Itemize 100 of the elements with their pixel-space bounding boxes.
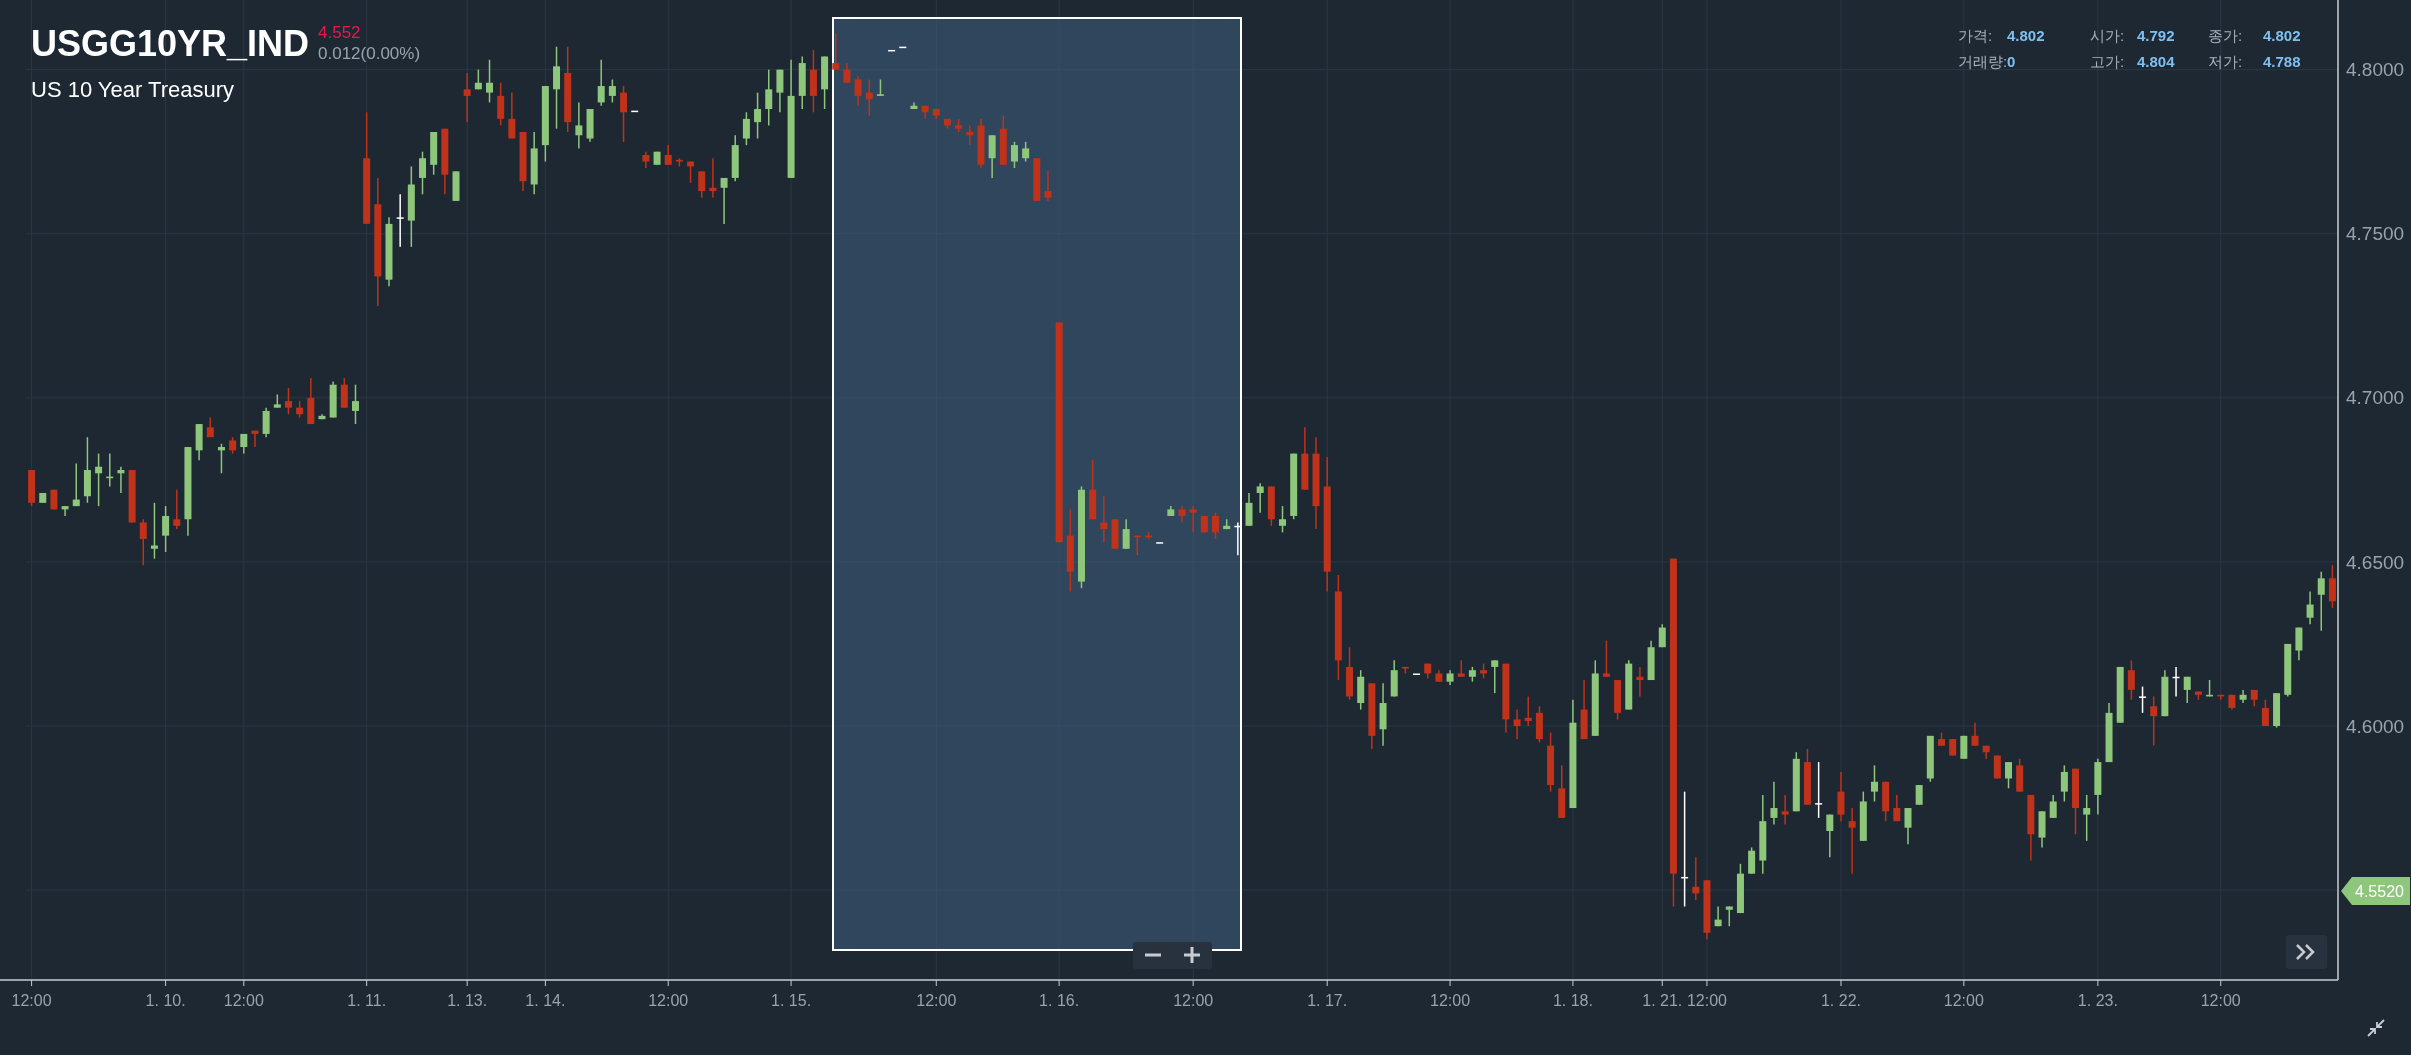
- candlestick: [1256, 482, 1264, 514]
- candlestick: [217, 443, 225, 475]
- candlestick: [2295, 626, 2303, 662]
- candlestick: [1457, 659, 1465, 678]
- candlestick: [2317, 571, 2325, 632]
- candlestick: [2306, 590, 2314, 626]
- candlestick: [117, 465, 125, 494]
- candlestick: [1781, 794, 1789, 826]
- candlestick: [1044, 170, 1052, 202]
- x-tick-label: 12:00: [1430, 992, 1471, 1009]
- candlestick: [765, 68, 773, 127]
- candlestick: [173, 488, 181, 530]
- candlestick: [262, 406, 270, 438]
- candlestick: [150, 502, 158, 560]
- text: 4.5520: [2355, 882, 2405, 900]
- x-tick-label: 1. 11.: [347, 992, 387, 1009]
- candlestick: [1870, 764, 1878, 803]
- candlestick: [2261, 698, 2269, 727]
- annotation: 종가:: [2208, 27, 2243, 44]
- annotation: 4.802: [2007, 27, 2045, 44]
- candlestick: [854, 75, 862, 107]
- candlestick: [1770, 781, 1778, 826]
- candlestick: [966, 124, 974, 146]
- y-tick-label: 4.6500: [2346, 551, 2405, 573]
- x-tick-label: 12:00: [11, 992, 52, 1009]
- annotation: 4.802: [2263, 27, 2301, 44]
- candlestick: [2049, 794, 2057, 819]
- candlestick: [2083, 794, 2091, 842]
- x-tick-label: 1. 13.: [447, 992, 488, 1009]
- candlestick: [1904, 807, 1912, 845]
- x-tick-label: 12:00: [916, 992, 957, 1009]
- candlestick: [1513, 708, 1521, 740]
- candlestick: [1122, 518, 1130, 550]
- candlestick: [2150, 695, 2158, 747]
- candlestick: [608, 78, 616, 104]
- candlestick: [1212, 511, 1220, 540]
- candlestick: [709, 157, 717, 199]
- x-tick-label: 1. 23.: [2077, 992, 2118, 1009]
- candlestick: [419, 150, 426, 196]
- x-tick-label: 12:00: [223, 992, 264, 1009]
- candlestick: [486, 59, 494, 104]
- candlestick: [1279, 505, 1287, 534]
- annotation: 0.012(0.00%): [318, 44, 421, 63]
- candlestick: [95, 452, 103, 507]
- candlestick: [1915, 784, 1923, 806]
- annotation: 4.804: [2137, 53, 2176, 70]
- y-tick-label: 4.8000: [2346, 59, 2405, 81]
- candlestick: [1100, 495, 1108, 543]
- candlestick: [776, 68, 784, 114]
- candlestick: [865, 78, 873, 117]
- annotation: 4.552: [318, 23, 361, 42]
- x-tick-label: 1. 17.: [1307, 992, 1348, 1009]
- x-tick-label: 1. 16.: [1039, 992, 1080, 1009]
- candlestick: [1971, 721, 1979, 747]
- text: US 10 Year Treasury: [31, 77, 235, 102]
- x-tick-label: 12:00: [1943, 992, 1984, 1009]
- x-tick-label: 12:00: [648, 992, 689, 1009]
- x-tick-label: 1. 21.: [1642, 992, 1683, 1009]
- candlestick: [1826, 813, 1834, 859]
- candlestick: [463, 72, 471, 123]
- candlestick: [1725, 905, 1733, 927]
- candlestick: [2183, 676, 2191, 704]
- x-tick-label: 12:00: [1173, 992, 1214, 1009]
- candlestick: [620, 85, 628, 143]
- candlestick: [832, 32, 840, 71]
- candlestick: [1010, 141, 1018, 169]
- candlestick: [597, 59, 605, 107]
- candlestick: [698, 170, 706, 199]
- annotation: 시가:: [2090, 27, 2125, 44]
- candlestick: [1602, 639, 1610, 678]
- annotation: 거래량:: [1958, 53, 2008, 70]
- candlestick: [1524, 695, 1532, 727]
- candlestick: [139, 518, 147, 566]
- annotation: 4.792: [2137, 27, 2175, 44]
- candlestick: [754, 91, 762, 140]
- candlestick: [1022, 141, 1030, 163]
- candlestick: [2328, 564, 2336, 609]
- x-tick-label: 1. 14.: [525, 992, 566, 1009]
- candlestick: [1815, 761, 1823, 819]
- candlestick: [843, 62, 851, 84]
- candlestick: [1491, 659, 1499, 694]
- x-tick-label: 1. 10.: [145, 992, 186, 1009]
- candlestick: [162, 505, 170, 553]
- candlestick: [553, 45, 561, 130]
- annotation: 가격:: [1958, 27, 1993, 44]
- candlestick: [988, 134, 996, 179]
- candlestick: [508, 91, 516, 140]
- annotation: 0: [2007, 53, 2016, 70]
- x-tick-label: 1. 22.: [1820, 992, 1861, 1009]
- candlestick: [2139, 685, 2147, 714]
- x-tick-label: 1. 15.: [771, 992, 812, 1009]
- annotation: 4.788: [2263, 53, 2301, 70]
- candlestick: [72, 462, 80, 507]
- candlestick: [251, 429, 259, 448]
- text: USGG10YR_IND: [31, 23, 310, 64]
- candlestick: [61, 505, 69, 517]
- y-tick-label: 4.6000: [2346, 715, 2405, 737]
- candlestick: [2060, 764, 2068, 803]
- candlestick: [1748, 846, 1756, 875]
- candlestick: [1189, 505, 1197, 534]
